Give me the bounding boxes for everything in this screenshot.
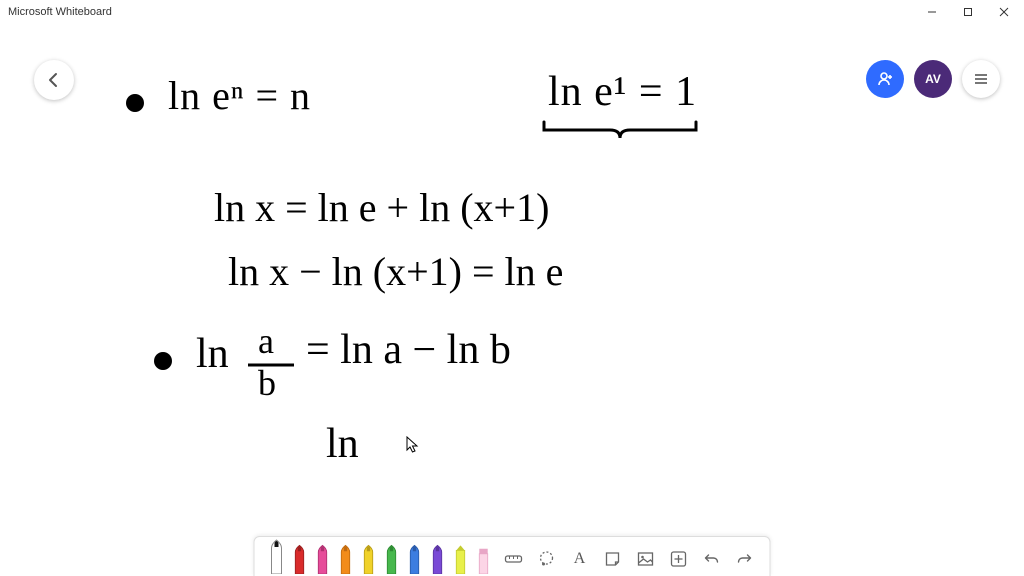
pen-purple[interactable]	[428, 540, 448, 574]
pen-red[interactable]	[290, 540, 310, 574]
equation-text: ln x = ln e + ln (x+1)	[214, 184, 549, 231]
redo-button[interactable]	[732, 544, 758, 574]
equation-text: ln e¹ = 1	[548, 68, 697, 116]
mouse-cursor-icon	[406, 436, 420, 454]
app-body: AV ln eⁿ = n ln e¹ = 1 ln x = ln e + ln …	[0, 24, 1024, 576]
pen-green[interactable]	[382, 540, 402, 574]
pen-orange[interactable]	[336, 540, 356, 574]
pen-eraser[interactable]	[474, 540, 494, 574]
maximize-button[interactable]	[950, 0, 986, 24]
equation-text: = ln a − ln b	[306, 326, 511, 374]
pen-pink[interactable]	[313, 540, 333, 574]
pen-black[interactable]	[267, 540, 287, 574]
image-icon[interactable]	[633, 544, 659, 574]
toolbar: A	[254, 536, 771, 576]
undo-button[interactable]	[699, 544, 725, 574]
fraction-denominator: b	[258, 362, 276, 404]
equation-text: ln x − ln (x+1) = ln e	[228, 248, 563, 295]
bullet-point	[126, 94, 144, 112]
equation-text: ln eⁿ = n	[168, 72, 311, 119]
whiteboard-canvas[interactable]: ln eⁿ = n ln e¹ = 1 ln x = ln e + ln (x+…	[0, 24, 1024, 524]
minimize-button[interactable]	[914, 0, 950, 24]
close-button[interactable]	[986, 0, 1022, 24]
pen-blue[interactable]	[405, 540, 425, 574]
add-icon[interactable]	[666, 544, 692, 574]
window-title: Microsoft Whiteboard	[8, 6, 112, 18]
pen-yellow[interactable]	[359, 540, 379, 574]
equation-text: ln	[196, 330, 229, 378]
text-tool-label: A	[574, 550, 586, 568]
fraction-numerator: a	[258, 320, 274, 362]
pen-highlighter[interactable]	[451, 540, 471, 574]
underbrace	[540, 118, 700, 140]
text-tool[interactable]: A	[567, 544, 593, 574]
bullet-point	[154, 352, 172, 370]
equation-text: ln	[326, 420, 359, 468]
ruler-icon[interactable]	[501, 544, 527, 574]
lasso-icon[interactable]	[534, 544, 560, 574]
title-bar: Microsoft Whiteboard	[0, 0, 1024, 24]
note-icon[interactable]	[600, 544, 626, 574]
